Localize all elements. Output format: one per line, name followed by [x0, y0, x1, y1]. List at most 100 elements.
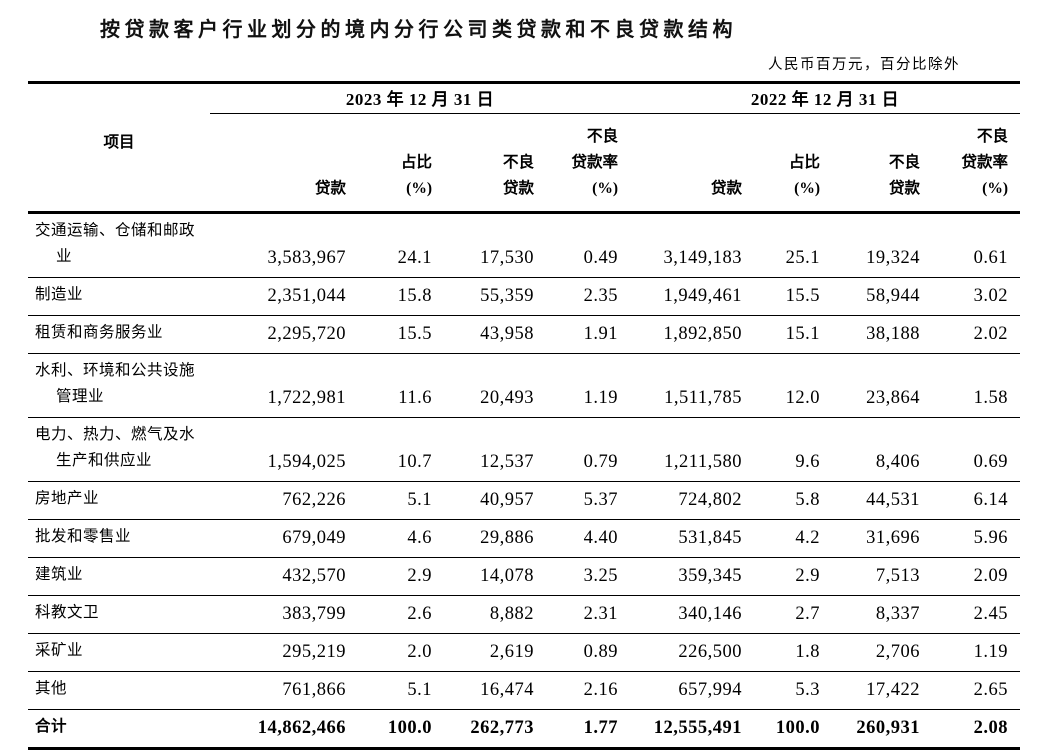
industry-name-cell: 交通运输、仓储和邮政业: [28, 212, 210, 278]
industry-row: 房地产业 762,226 5.1 40,957 5.37 724,802 5.8 44,531…: [28, 481, 1020, 520]
loan-2022-cell: 1,949,461: [630, 277, 742, 316]
npl-header-label-2: 贷款: [502, 180, 534, 197]
npl-ratio-2023-cell: 0.79: [534, 417, 630, 482]
npl-ratio-2023-cell: 4.40: [534, 519, 630, 558]
loan-2022-cell: 657,994: [630, 671, 742, 710]
industry-name-line: 合计: [35, 718, 68, 735]
share-2022-cell: 9.6: [742, 417, 820, 482]
total-row: 合计 14,862,466 100.0 262,773 1.77 12,555,491 10…: [28, 709, 1020, 749]
share-2023-cell: 5.1: [346, 671, 432, 710]
loan-2023-cell: 679,049: [210, 519, 346, 558]
industry-name-line: 管理业: [56, 388, 105, 405]
industry-row: 制造业 2,351,044 15.8 55,359 2.35 1,949,461 15.5 5…: [28, 277, 1020, 316]
item-column-header: 项目: [28, 82, 210, 214]
loan-2022-cell: 1,892,850: [630, 315, 742, 354]
npl-2023-cell: 14,078: [432, 557, 534, 596]
loan-2023-cell: 295,219: [210, 633, 346, 672]
share-header-unit: (%): [406, 180, 432, 197]
loan-2023-header: 贷款: [210, 113, 346, 214]
industry-name-line: 科教文卫: [35, 604, 100, 621]
page-title: 按贷款客户行业划分的境内分行公司类贷款和不良贷款结构: [100, 19, 737, 41]
share-2023-cell: 100.0: [346, 709, 432, 749]
npl-ratio-2022-cell: 1.58: [920, 353, 1020, 418]
npl-ratio-2023-cell: 2.35: [534, 277, 630, 316]
share-2023-cell: 11.6: [346, 353, 432, 418]
share-2023-cell: 10.7: [346, 417, 432, 482]
industry-name-cell: 电力、热力、燃气及水 生产和供应业: [28, 417, 210, 482]
npl-2022-cell: 7,513: [820, 557, 920, 596]
industry-name-cell: 租赁和商务服务业: [28, 315, 210, 354]
npl-2022-cell: 260,931: [820, 709, 920, 749]
loan-2023-cell: 432,570: [210, 557, 346, 596]
npl-ratio-header-unit: (%): [592, 180, 618, 197]
date-header-2022: 2022 年 12 月 31 日: [630, 82, 1020, 114]
industry-name-cell: 批发和零售业: [28, 519, 210, 558]
share-header-unit: (%): [794, 180, 820, 197]
date-header-2023: 2023 年 12 月 31 日: [210, 82, 630, 114]
npl-2023-cell: 29,886: [432, 519, 534, 558]
share-2023-cell: 2.9: [346, 557, 432, 596]
npl-2023-cell: 16,474: [432, 671, 534, 710]
industry-name-line: 租赁和商务服务业: [35, 324, 164, 341]
table-body: 交通运输、仓储和邮政业 3,583,967 24.1 17,530 0.49 3,149,…: [28, 212, 1020, 749]
industry-name-line: 水利、环境和公共设施: [35, 362, 196, 379]
industry-name-cell: 其他: [28, 671, 210, 710]
npl-2023-cell: 2,619: [432, 633, 534, 672]
npl-2023-cell: 262,773: [432, 709, 534, 749]
loan-2022-header: 贷款: [630, 113, 742, 214]
share-2023-cell: 5.1: [346, 481, 432, 520]
loan-2022-cell: 226,500: [630, 633, 742, 672]
npl-ratio-2022-cell: 2.65: [920, 671, 1020, 710]
share-2022-cell: 4.2: [742, 519, 820, 558]
npl-ratio-2023-cell: 1.91: [534, 315, 630, 354]
npl-2023-cell: 12,537: [432, 417, 534, 482]
npl-ratio-2023-cell: 3.25: [534, 557, 630, 596]
npl-ratio-header-label-2: 贷款率: [571, 154, 618, 171]
loan-2023-cell: 14,862,466: [210, 709, 346, 749]
npl-ratio-2023-cell: 0.89: [534, 633, 630, 672]
industry-name-line: 批发和零售业: [35, 528, 132, 545]
npl-2022-cell: 38,188: [820, 315, 920, 354]
unit-note: 人民币百万元，百分比除外: [768, 57, 960, 73]
npl-2023-cell: 20,493: [432, 353, 534, 418]
industry-name-cell: 建筑业: [28, 557, 210, 596]
industry-row: 批发和零售业 679,049 4.6 29,886 4.40 531,845 4.2 31,6…: [28, 519, 1020, 558]
npl-2023-cell: 8,882: [432, 595, 534, 634]
industry-name-cell: 科教文卫: [28, 595, 210, 634]
share-2022-cell: 15.5: [742, 277, 820, 316]
share-2023-cell: 15.8: [346, 277, 432, 316]
npl-ratio-header-unit: (%): [982, 180, 1008, 197]
date-header-row: 项目 2023 年 12 月 31 日 2022 年 12 月 31 日: [28, 82, 1020, 214]
npl-ratio-2022-header: 不良 贷款率 (%): [920, 113, 1020, 214]
column-header-row: 贷款 占比 (%) 不良 贷款 不良 贷款率 (%) 贷款 占比 (%): [28, 113, 1020, 214]
loan-2022-cell: 12,555,491: [630, 709, 742, 749]
loan-2022-cell: 724,802: [630, 481, 742, 520]
industry-name-line: 业: [56, 248, 73, 265]
share-2023-cell: 4.6: [346, 519, 432, 558]
industry-name-line: 生产和供应业: [56, 452, 153, 469]
npl-header-label-2: 贷款: [888, 180, 920, 197]
loan-2023-cell: 383,799: [210, 595, 346, 634]
npl-ratio-2022-cell: 2.45: [920, 595, 1020, 634]
loan-header-label: 贷款: [710, 180, 742, 197]
industry-row: 电力、热力、燃气及水 生产和供应业 1,594,025 10.7 12,537 0.79 1…: [28, 417, 1020, 482]
npl-ratio-2022-cell: 1.19: [920, 633, 1020, 672]
industry-row: 水利、环境和公共设施 管理业 1,722,981 11.6 20,493 1.19 1,51…: [28, 353, 1020, 418]
npl-ratio-header-label-2: 贷款率: [961, 154, 1008, 171]
loan-2022-cell: 1,211,580: [630, 417, 742, 482]
industry-name-line: 制造业: [35, 286, 84, 303]
share-2023-header: 占比 (%): [346, 113, 432, 214]
npl-ratio-2023-cell: 2.31: [534, 595, 630, 634]
npl-2022-cell: 8,406: [820, 417, 920, 482]
npl-ratio-2023-cell: 1.77: [534, 709, 630, 749]
industry-row: 采矿业 295,219 2.0 2,619 0.89 226,500 1.8 2,706 1.1…: [28, 633, 1020, 672]
industry-name-line: 房地产业: [35, 490, 100, 507]
industry-name-line: 建筑业: [35, 566, 84, 583]
share-2023-cell: 15.5: [346, 315, 432, 354]
share-2022-cell: 2.7: [742, 595, 820, 634]
npl-2022-cell: 44,531: [820, 481, 920, 520]
npl-header-label-1: 不良: [502, 154, 534, 171]
npl-2023-cell: 55,359: [432, 277, 534, 316]
share-2023-cell: 2.6: [346, 595, 432, 634]
industry-name-cell: 采矿业: [28, 633, 210, 672]
